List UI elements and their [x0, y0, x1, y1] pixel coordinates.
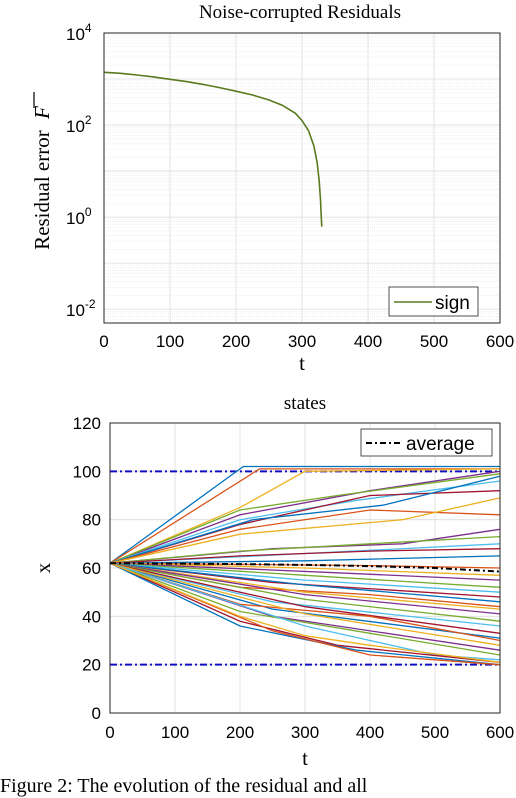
x-axis-label: t [299, 351, 305, 375]
state-line [109, 562, 501, 615]
x-tick-label: 500 [420, 332, 448, 351]
state-line [109, 562, 501, 639]
state-line [109, 562, 501, 610]
state-line [109, 562, 501, 666]
y-axis-label-symbol: F [30, 106, 54, 120]
state-line [109, 480, 501, 564]
y-axis-label-group: Residual error F [30, 106, 54, 250]
x-tick-label: 300 [291, 723, 319, 742]
x-tick-labels: 0 100 200 300 400 500 600 [99, 332, 514, 351]
state-line [109, 562, 501, 576]
plot-frame [109, 422, 501, 714]
x-tick-label: 200 [222, 332, 250, 351]
state-line [109, 562, 501, 663]
x-tick-label: 600 [486, 723, 514, 742]
y-tick-label: 40 [82, 607, 101, 626]
x-tick-labels: 0 100 200 300 400 500 600 [105, 723, 514, 742]
x-tick-label: 100 [161, 723, 189, 742]
state-line [109, 562, 501, 622]
y-tick-label: 100 [66, 205, 92, 228]
chart-title: Noise-corrupted Residuals [199, 2, 401, 23]
figure-caption: Figure 2: The evolution of the residual … [0, 775, 368, 797]
legend: sign [388, 286, 479, 317]
state-line [109, 535, 501, 564]
y-axis-label: x [31, 562, 55, 573]
y-tick-label: 60 [82, 559, 101, 578]
y-tick-labels: 10-2 100 102 104 [66, 21, 96, 320]
state-line [109, 562, 501, 646]
state-line [109, 562, 501, 588]
grid [103, 32, 501, 323]
legend-label-sign: sign [435, 293, 470, 314]
x-tick-label: 500 [421, 723, 449, 742]
y-tick-label: 20 [82, 656, 101, 675]
state-line [109, 562, 501, 603]
x-tick-label: 200 [226, 723, 254, 742]
state-line [109, 470, 501, 564]
x-tick-label: 0 [105, 723, 114, 742]
x-tick-label: 400 [354, 332, 382, 351]
x-tick-label: 400 [356, 723, 384, 742]
figure: Noise-corrupted Residuals 0 100 200 300 400 5… [30, 2, 514, 770]
state-line [109, 562, 501, 663]
y-tick-label: 102 [66, 113, 92, 136]
y-tick-label: 0 [92, 704, 101, 723]
series-line-sign [103, 71, 323, 227]
y-tick-label: 104 [66, 21, 92, 44]
plot-frame [103, 32, 501, 324]
x-axis-label: t [302, 746, 308, 770]
legend: average [360, 428, 493, 457]
state-line [109, 468, 500, 564]
residual-chart: Noise-corrupted Residuals 0 100 200 300 400 5… [30, 2, 514, 375]
y-tick-labels: 0 20 40 60 80 100 120 [73, 414, 101, 723]
state-line [109, 548, 501, 564]
state-line [109, 562, 501, 627]
x-tick-label: 0 [99, 332, 108, 351]
state-line [109, 562, 501, 656]
state-line [109, 473, 501, 564]
series-layer [109, 465, 501, 666]
x-tick-label: 100 [156, 332, 184, 351]
state-line [109, 562, 501, 581]
x-tick-label: 600 [486, 332, 514, 351]
state-line [109, 465, 500, 564]
series-layer [103, 71, 323, 227]
y-tick-label: 10-2 [66, 297, 96, 320]
legend-label-average: average [406, 434, 475, 455]
x-tick-label: 300 [288, 332, 316, 351]
state-line [109, 562, 501, 593]
state-line [109, 555, 501, 564]
average-line [109, 562, 501, 573]
chart-title: states [284, 393, 326, 414]
y-tick-label: 100 [73, 462, 101, 481]
y-tick-label: 120 [73, 414, 101, 433]
y-axis-label-text: Residual error [30, 130, 54, 250]
y-tick-label: 80 [82, 511, 101, 530]
state-line [109, 497, 501, 564]
state-line [109, 562, 501, 634]
y-axis-label: Residual error F [30, 106, 54, 250]
state-line [109, 475, 501, 564]
state-line [109, 468, 501, 564]
states-chart: states 0 100 200 300 400 500 600 0 20 40 60 80 100 1… [31, 393, 514, 770]
